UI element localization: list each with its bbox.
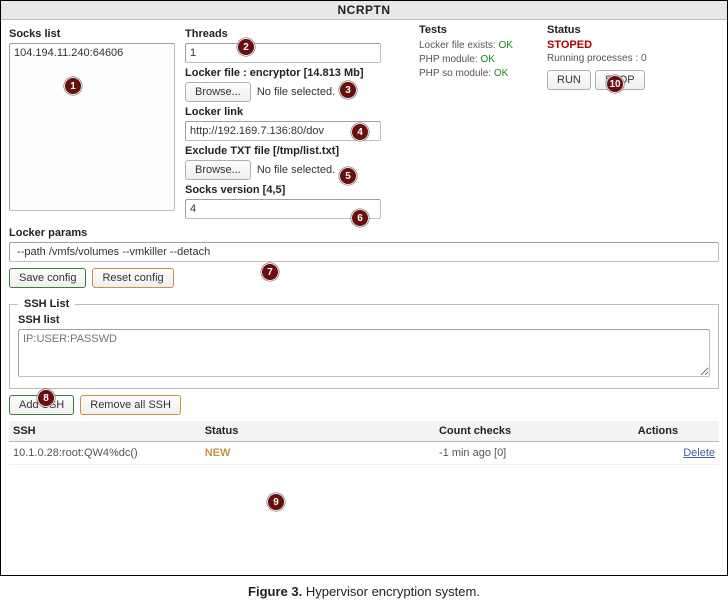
ssh-col-actions: Actions (634, 421, 719, 442)
threads-label: Threads (185, 28, 381, 40)
locker-params-label: Locker params (9, 227, 719, 239)
exclude-nofile: No file selected. (257, 164, 335, 176)
app-frame: NCRPTN Socks list Threads Locker file : … (0, 0, 728, 576)
ssh-col-status: Status (201, 421, 435, 442)
ssh-cell-host: 10.1.0.28:root:QW4%dc() (9, 442, 201, 465)
app-title: NCRPTN (1, 1, 727, 20)
reset-config-button[interactable]: Reset config (92, 268, 173, 288)
badge-1: 1 (64, 77, 82, 95)
ssh-cell-status: NEW (205, 447, 231, 459)
locker-file-browse-button[interactable]: Browse... (185, 82, 251, 102)
badge-8: 8 (37, 389, 55, 407)
locker-file-nofile: No file selected. (257, 86, 335, 98)
locker-link-label: Locker link (185, 106, 381, 118)
status-label: Status (547, 24, 717, 36)
badge-4: 4 (351, 123, 369, 141)
save-config-button[interactable]: Save config (9, 268, 86, 288)
locker-file-label: Locker file : encryptor [14.813 Mb] (185, 67, 381, 79)
test-php-so-module: PHP so module: OK (419, 67, 537, 81)
badge-6: 6 (351, 209, 369, 227)
badge-7: 7 (261, 263, 279, 281)
status-value: STOPED (547, 39, 717, 51)
ssh-col-count: Count checks (435, 421, 634, 442)
remove-all-ssh-button[interactable]: Remove all SSH (80, 395, 181, 415)
badge-9: 9 (267, 493, 285, 511)
socks-list-label: Socks list (9, 28, 175, 40)
exclude-label: Exclude TXT file [/tmp/list.txt] (185, 145, 381, 157)
exclude-browse-button[interactable]: Browse... (185, 160, 251, 180)
ssh-list-input[interactable] (18, 329, 710, 377)
ssh-cell-count: -1 min ago [0] (435, 442, 634, 465)
test-php-module: PHP module: OK (419, 53, 537, 67)
ssh-legend: SSH List (18, 298, 75, 310)
badge-5: 5 (339, 167, 357, 185)
badge-3: 3 (339, 81, 357, 99)
badge-10: 10 (606, 75, 624, 93)
status-running-processes: Running processes : 0 (547, 53, 717, 64)
socks-list-input[interactable] (9, 43, 175, 211)
figure-caption: Figure 3. Hypervisor encryption system. (0, 584, 728, 600)
ssh-fieldset: SSH List SSH list (9, 298, 719, 389)
ssh-table: SSH Status Count checks Actions 10.1.0.2… (9, 421, 719, 465)
socks-version-label: Socks version [4,5] (185, 184, 381, 196)
tests-label: Tests (419, 24, 537, 36)
threads-input[interactable] (185, 43, 381, 63)
ssh-delete-link[interactable]: Delete (683, 447, 715, 459)
badge-2: 2 (237, 38, 255, 56)
test-locker-exists: Locker file exists: OK (419, 39, 537, 53)
run-button[interactable]: RUN (547, 70, 591, 90)
table-row: 10.1.0.28:root:QW4%dc() NEW -1 min ago [… (9, 442, 719, 465)
locker-params-input[interactable] (9, 242, 719, 262)
ssh-list-label: SSH list (18, 314, 710, 326)
ssh-col-ssh: SSH (9, 421, 201, 442)
